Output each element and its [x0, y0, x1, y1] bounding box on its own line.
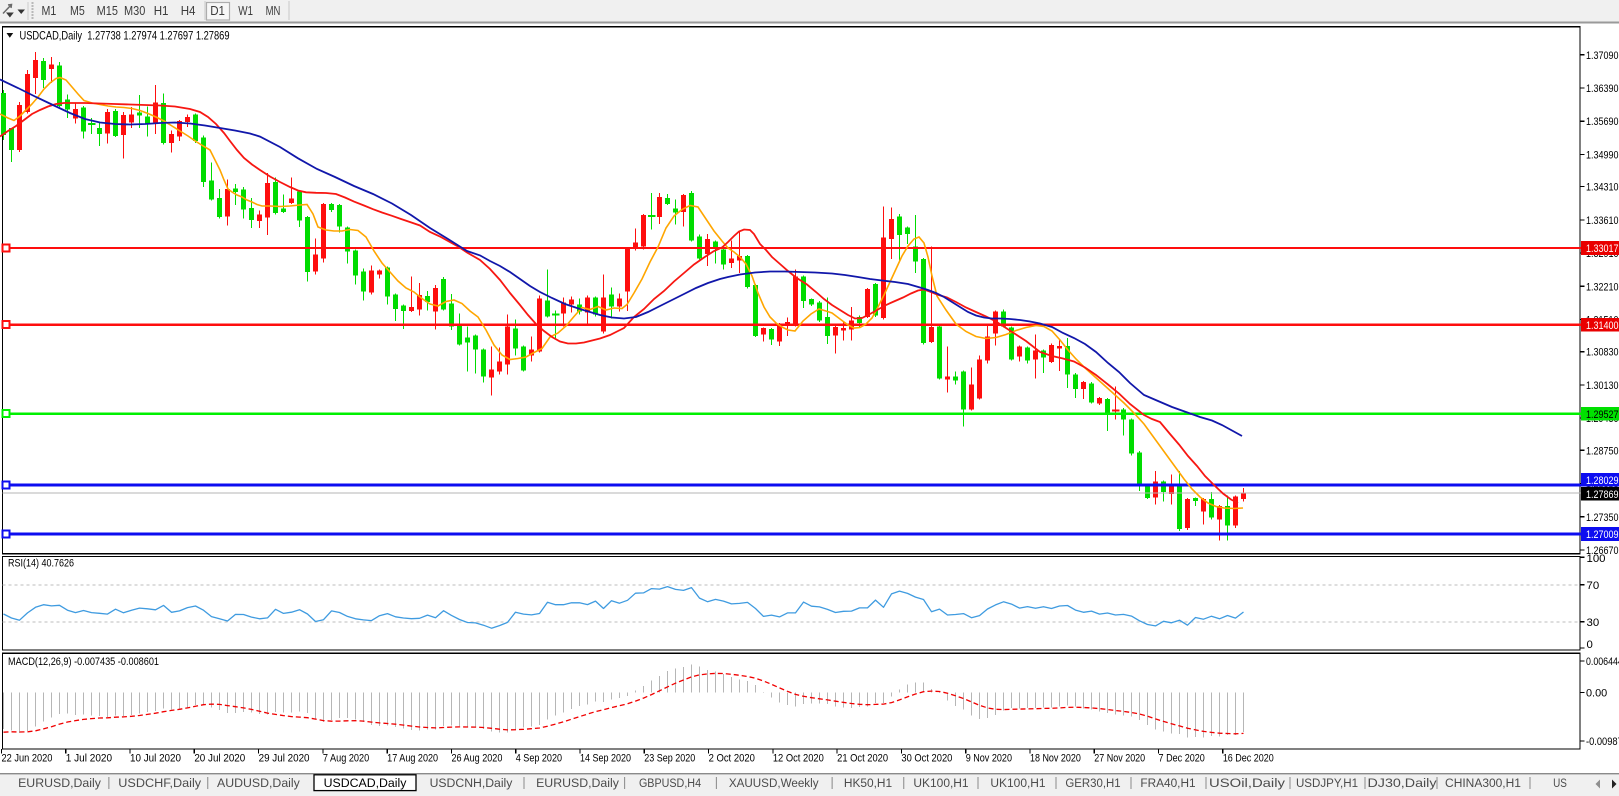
svg-text:CHINA300,H1: CHINA300,H1 [1445, 776, 1521, 790]
svg-text:DJ30,Daily: DJ30,Daily [1368, 776, 1438, 790]
svg-text:|: | [1129, 776, 1132, 790]
svg-text:21 Oct 2020: 21 Oct 2020 [837, 753, 888, 765]
svg-text:1 Jul 2020: 1 Jul 2020 [66, 753, 112, 765]
svg-text:1.36390: 1.36390 [1586, 83, 1619, 95]
svg-text:USDCHF,Daily: USDCHF,Daily [118, 776, 202, 790]
svg-text:12 Oct 2020: 12 Oct 2020 [773, 753, 824, 765]
svg-text:1.31400: 1.31400 [1586, 320, 1619, 332]
svg-text:FRA40,H1: FRA40,H1 [1140, 776, 1195, 790]
svg-text:|: | [1435, 776, 1438, 790]
svg-text:30 Oct 2020: 30 Oct 2020 [901, 753, 952, 765]
svg-text:7 Dec 2020: 7 Dec 2020 [1159, 753, 1205, 765]
svg-text:1.28029: 1.28029 [1586, 475, 1619, 487]
svg-text:EURUSD,Daily: EURUSD,Daily [536, 776, 620, 790]
svg-text:USDCNH,Daily: USDCNH,Daily [430, 776, 514, 790]
svg-text:0.006444: 0.006444 [1586, 656, 1619, 668]
svg-text:0.00: 0.00 [1586, 688, 1607, 700]
svg-text:|: | [107, 776, 110, 790]
svg-text:70: 70 [1587, 580, 1600, 592]
svg-text:1.27009: 1.27009 [1586, 529, 1619, 541]
svg-text:USDJPY,H1: USDJPY,H1 [1296, 776, 1358, 790]
svg-text:1.30130: 1.30130 [1586, 380, 1619, 392]
svg-text:AUDUSD,Daily: AUDUSD,Daily [217, 776, 301, 790]
svg-text:1.32210: 1.32210 [1586, 281, 1619, 293]
svg-text:D1: D1 [210, 4, 225, 18]
svg-text:100: 100 [1587, 553, 1606, 565]
svg-text:10 Jul 2020: 10 Jul 2020 [130, 753, 181, 765]
svg-text:27 Nov 2020: 27 Nov 2020 [1094, 753, 1145, 765]
svg-text:|: | [715, 776, 718, 790]
svg-text:20 Jul 2020: 20 Jul 2020 [194, 753, 245, 765]
svg-text:30: 30 [1587, 617, 1600, 629]
svg-text:0: 0 [1587, 639, 1593, 651]
svg-text:18 Nov 2020: 18 Nov 2020 [1030, 753, 1081, 765]
svg-text:29 Jul 2020: 29 Jul 2020 [259, 753, 310, 765]
svg-text:|: | [830, 776, 833, 790]
svg-text:1.33017: 1.33017 [1586, 243, 1619, 255]
svg-text:1.34990: 1.34990 [1586, 149, 1619, 161]
svg-text:XAUUSD,Weekly: XAUUSD,Weekly [729, 776, 819, 790]
svg-text:14 Sep 2020: 14 Sep 2020 [580, 753, 631, 765]
svg-text:W1: W1 [238, 4, 253, 18]
svg-text:MACD(12,26,9) -0.007435 -0.008: MACD(12,26,9) -0.007435 -0.008601 [8, 656, 159, 668]
svg-text:EURUSD,Daily: EURUSD,Daily [18, 776, 102, 790]
svg-text:UK100,H1: UK100,H1 [990, 776, 1045, 790]
svg-text:|: | [1204, 776, 1207, 790]
svg-text:H4: H4 [181, 4, 196, 18]
svg-text:|: | [1363, 776, 1366, 790]
svg-text:1.35690: 1.35690 [1586, 116, 1619, 128]
svg-text:HK50,H1: HK50,H1 [844, 776, 892, 790]
svg-text:GER30,H1: GER30,H1 [1065, 776, 1120, 790]
svg-text:-0.00987: -0.00987 [1586, 736, 1619, 748]
svg-text:RSI(14) 40.7626: RSI(14) 40.7626 [8, 558, 74, 570]
svg-text:1.29527: 1.29527 [1586, 409, 1619, 421]
svg-text:1.28750: 1.28750 [1586, 445, 1619, 457]
svg-text:22 Jun 2020: 22 Jun 2020 [2, 753, 53, 765]
svg-text:M30: M30 [124, 4, 145, 18]
svg-text:US: US [1553, 776, 1567, 790]
svg-text:|: | [623, 776, 626, 790]
svg-text:|: | [1528, 776, 1531, 790]
svg-text:UK100,H1: UK100,H1 [913, 776, 968, 790]
svg-text:23 Sep 2020: 23 Sep 2020 [644, 753, 695, 765]
svg-text:17 Aug 2020: 17 Aug 2020 [387, 753, 438, 765]
svg-text:|: | [976, 776, 979, 790]
svg-text:USDCAD,Daily 1.27738 1.27974: USDCAD,Daily 1.27738 1.27974 1.27697 1.2… [20, 29, 230, 43]
svg-text:1.37090: 1.37090 [1586, 50, 1619, 62]
svg-text:M15: M15 [97, 4, 118, 18]
svg-text:26 Aug 2020: 26 Aug 2020 [451, 753, 502, 765]
svg-text:9 Nov 2020: 9 Nov 2020 [966, 753, 1012, 765]
svg-text:1.27869: 1.27869 [1586, 489, 1619, 501]
svg-text:|: | [902, 776, 905, 790]
svg-text:7 Aug 2020: 7 Aug 2020 [323, 753, 369, 765]
svg-text:H1: H1 [154, 4, 169, 18]
svg-text:|: | [1288, 776, 1291, 790]
svg-text:1.30830: 1.30830 [1586, 347, 1619, 359]
svg-text:1.34310: 1.34310 [1586, 182, 1619, 194]
svg-text:M1: M1 [42, 4, 57, 18]
svg-text:M5: M5 [70, 4, 85, 18]
svg-text:MN: MN [266, 4, 281, 18]
svg-text:4 Sep 2020: 4 Sep 2020 [516, 753, 562, 765]
svg-text:16 Dec 2020: 16 Dec 2020 [1223, 753, 1274, 765]
svg-text:1.33610: 1.33610 [1586, 215, 1619, 227]
svg-text:1.26670: 1.26670 [1586, 545, 1619, 557]
svg-text:2 Oct 2020: 2 Oct 2020 [709, 753, 755, 765]
svg-text:1.27350: 1.27350 [1586, 512, 1619, 524]
svg-text:|: | [206, 776, 209, 790]
svg-text:GBPUSD,H4: GBPUSD,H4 [639, 776, 701, 790]
svg-text:|: | [1054, 776, 1057, 790]
svg-text:USDCAD,Daily: USDCAD,Daily [324, 776, 408, 790]
svg-text:USOil,Daily: USOil,Daily [1209, 776, 1286, 790]
svg-text:|: | [522, 776, 525, 790]
